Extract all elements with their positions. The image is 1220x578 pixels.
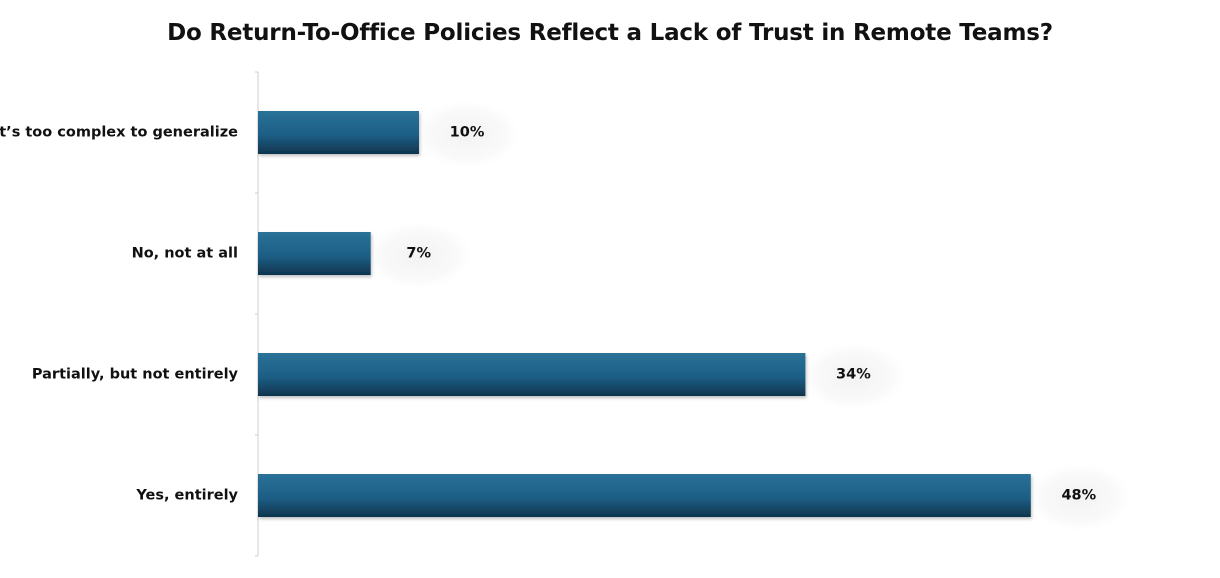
- data-label-glow: [1022, 461, 1135, 534]
- bar: [258, 111, 419, 154]
- label-glows: [362, 98, 1135, 534]
- data-label: 10%: [450, 125, 485, 141]
- category-label: It’s too complex to generalize: [0, 125, 238, 141]
- data-label: 34%: [836, 367, 871, 383]
- data-labels: 10% 7% 34% 48%: [406, 125, 1096, 504]
- chart-title: Do Return-To-Office Policies Reflect a L…: [167, 20, 1053, 46]
- category-label: No, not at all: [132, 246, 238, 262]
- category-label: Yes, entirely: [135, 488, 238, 504]
- bars: [258, 111, 1031, 517]
- data-label: 48%: [1061, 488, 1096, 504]
- bar: [258, 232, 371, 275]
- data-label: 7%: [406, 246, 431, 262]
- axis-ticks: [255, 71, 258, 557]
- data-label-glow: [411, 98, 523, 171]
- bar: [258, 474, 1031, 517]
- category-label: Partially, but not entirely: [32, 367, 239, 383]
- category-labels: It’s too complex to generalize No, not at…: [0, 125, 239, 504]
- bar: [258, 353, 806, 396]
- data-label-glow: [797, 340, 910, 413]
- data-label-glow: [362, 219, 475, 292]
